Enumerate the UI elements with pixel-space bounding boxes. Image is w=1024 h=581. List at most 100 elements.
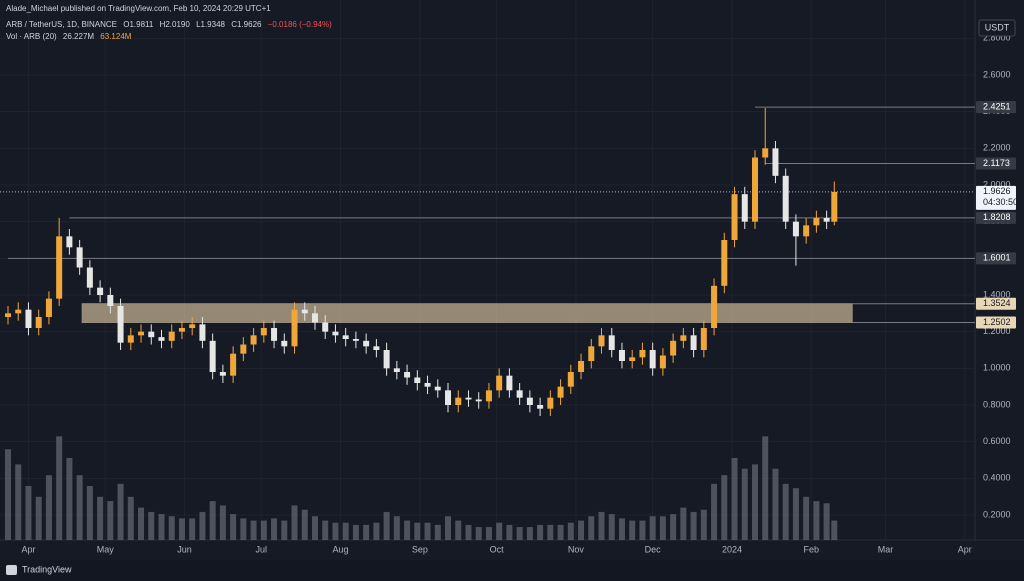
candle-body — [567, 372, 574, 387]
candle-body — [301, 309, 308, 314]
candle-body — [271, 328, 278, 341]
candle-body — [322, 322, 329, 332]
level-label: 2.1173 — [983, 158, 1010, 168]
candle-body — [670, 340, 677, 356]
volume-bar — [209, 501, 216, 540]
volume-bar — [301, 509, 308, 540]
candle-body — [15, 309, 22, 314]
y-tick-label: 0.2000 — [983, 509, 1011, 519]
volume-bar — [97, 496, 104, 540]
volume-bar — [230, 514, 237, 540]
volume-bar — [670, 514, 677, 540]
y-tick-label: 2.6000 — [983, 69, 1011, 79]
volume-bar — [618, 518, 625, 540]
candle-body — [127, 335, 134, 343]
level-label-box — [976, 211, 1016, 224]
volume-bar — [485, 527, 492, 540]
volume-bar — [721, 475, 728, 540]
volume-bar — [823, 503, 830, 540]
volume-bar — [782, 483, 789, 540]
candle-body — [649, 350, 656, 369]
candle-body — [721, 240, 728, 286]
x-tick-label: Aug — [333, 544, 349, 554]
level-label-box — [976, 252, 1016, 265]
candle-body — [434, 386, 441, 391]
volume-bar — [76, 475, 83, 540]
volume-bar — [680, 507, 687, 540]
volume-bar — [5, 449, 11, 540]
volume-bar — [383, 511, 390, 540]
currency-button[interactable] — [978, 19, 1016, 37]
volume-bar — [496, 522, 503, 540]
volume-bar — [700, 509, 707, 540]
candle-body — [281, 340, 288, 347]
last-price-label: 1.9626 — [983, 186, 1011, 196]
candle-body — [455, 397, 462, 406]
candle-body — [659, 355, 666, 369]
candle-body — [250, 335, 257, 345]
volume-bar — [281, 520, 288, 540]
candle-body — [76, 247, 83, 268]
volume-bar — [158, 514, 165, 540]
y-tick-label: 1.4000 — [983, 289, 1011, 299]
volume-bar — [219, 505, 226, 540]
candle-body — [240, 344, 247, 354]
candle-body — [107, 295, 114, 307]
volume-bar — [434, 524, 441, 540]
volume-bar — [629, 520, 636, 540]
candle-body — [352, 339, 359, 341]
x-tick-label: Apr — [958, 544, 972, 554]
volume-bar — [588, 516, 595, 540]
volume-bar — [66, 457, 73, 540]
volume-bar — [639, 520, 646, 540]
candle-body — [496, 375, 503, 391]
support-zone — [81, 303, 853, 323]
ohlc-low: L1.9348 — [196, 20, 225, 29]
volume-bar — [148, 511, 155, 540]
x-tick-label: Jun — [177, 544, 192, 554]
volume-bar — [15, 464, 22, 540]
volume-bar — [414, 522, 421, 540]
candle-body — [332, 331, 339, 336]
volume-bar — [690, 511, 697, 540]
volume-bar — [363, 524, 370, 540]
volume-bar — [803, 496, 810, 540]
author-line: Alade_Michael published on TradingView.c… — [6, 4, 271, 13]
candle-body — [86, 267, 93, 288]
candle-body — [762, 148, 769, 158]
candle-body — [66, 236, 73, 248]
volume-bar — [56, 436, 63, 540]
candle-body — [475, 399, 482, 402]
currency-label: USDT — [985, 22, 1010, 32]
candle-body — [516, 390, 523, 398]
volume-bar — [547, 524, 554, 540]
footer-bar — [0, 560, 1024, 581]
candle-body — [813, 218, 820, 226]
level-label: 1.8208 — [983, 212, 1011, 222]
zone-label-box — [976, 297, 1016, 310]
candle-body — [117, 306, 124, 343]
ohlc-close: C1.9626 — [231, 20, 262, 29]
volume-bar — [189, 518, 196, 540]
candle-body — [526, 397, 533, 406]
candle-body — [138, 331, 145, 336]
volume-bar — [250, 520, 257, 540]
volume-bar — [373, 522, 380, 540]
volume-bar — [455, 520, 462, 540]
symbol-row: ARB / TetherUS, 1D, BINANCE O1.9811 H2.0… — [6, 20, 336, 29]
candle-body — [178, 328, 185, 332]
candle-body — [97, 287, 104, 296]
volume-bar — [557, 524, 564, 540]
candle-body — [803, 225, 810, 237]
volume-bar — [178, 518, 185, 540]
volume-bar — [649, 516, 656, 540]
volume-bar — [45, 475, 52, 540]
x-tick-label: May — [97, 544, 115, 554]
volume-bar — [404, 520, 411, 540]
volume-bar — [199, 511, 206, 540]
y-tick-label: 0.6000 — [983, 436, 1011, 446]
candle-body — [168, 331, 175, 341]
candle-body — [731, 194, 738, 241]
candle-body — [5, 313, 11, 318]
